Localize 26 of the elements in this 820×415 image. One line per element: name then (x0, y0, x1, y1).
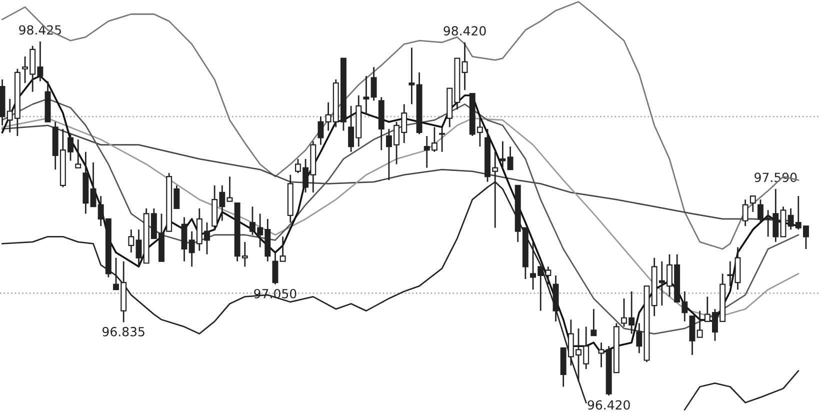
candlestick (590, 308, 597, 336)
candlestick (370, 66, 377, 102)
candlestick (750, 195, 756, 213)
annotation: 98.420 (444, 26, 486, 36)
candlestick (363, 75, 370, 116)
candlestick (439, 126, 446, 153)
candlestick (696, 310, 703, 338)
annotation: 96.420 (588, 400, 630, 410)
candlestick (408, 46, 415, 105)
candlestick (280, 236, 286, 262)
candlestick (598, 342, 604, 368)
candlestick (742, 198, 748, 227)
annotation: 97.050 (254, 288, 296, 298)
candlestick (507, 146, 514, 170)
candlestick (318, 116, 324, 146)
candlestick (75, 138, 82, 168)
candlestick (226, 176, 233, 202)
candlestick (128, 228, 134, 254)
candlestick (636, 322, 642, 354)
candlestick (462, 42, 468, 91)
candlestick (500, 140, 506, 168)
candlestick (90, 162, 96, 208)
annotation: 96.835 (102, 326, 144, 336)
candlestick (136, 228, 142, 268)
candlestick (272, 252, 278, 286)
candlestick (727, 260, 734, 287)
